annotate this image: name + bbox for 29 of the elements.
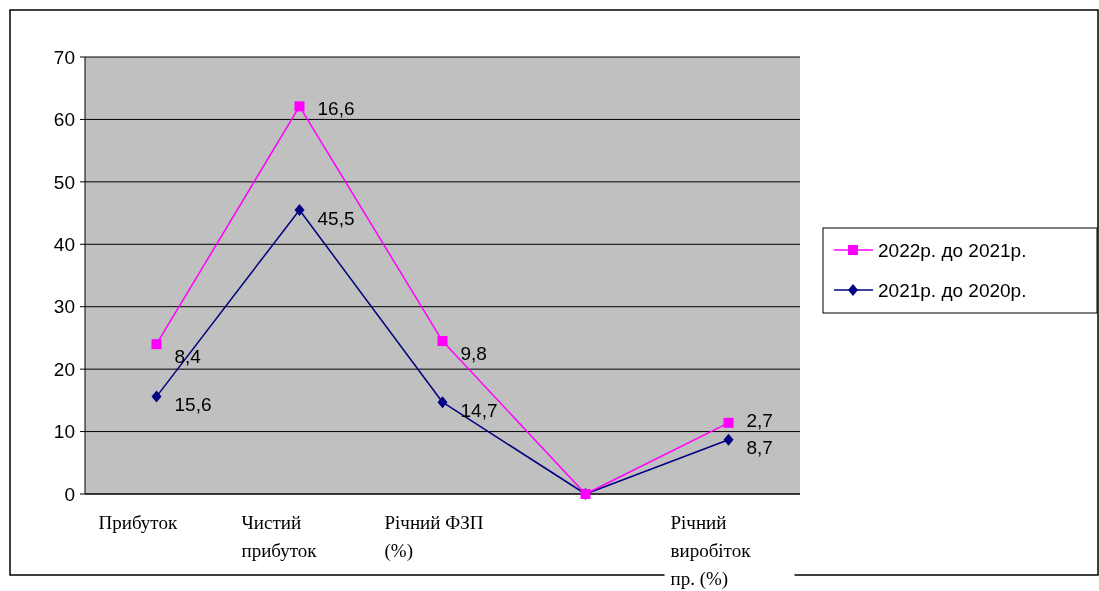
y-tick-label: 20 [53,358,75,380]
data-label: 14,7 [460,399,498,421]
annotation: 9,8 [460,342,487,364]
x-tick-label: Річний ФЗП (%) [384,512,484,562]
data-label: 15,6 [174,394,212,416]
legend-label: 2021р. до 2020р. [878,279,1027,301]
point [151,390,162,403]
x-tick-label: Прибуток [98,512,178,533]
point [294,101,305,112]
point [723,417,734,428]
y-tick-label: 60 [53,109,75,131]
y-tick-label: 70 [53,46,75,68]
annotation: 16,6 [317,97,355,119]
x-tick-label: Річний виробіток пр. (%) [670,512,752,590]
data-label: 45,5 [317,207,355,229]
y-tick-label: 50 [53,171,75,193]
point [437,336,448,347]
data-label: 8,7 [746,437,773,459]
y-tick-label: 30 [53,296,75,318]
point [294,203,305,216]
x-tick-label: Чистий прибуток [241,512,318,561]
annotation: 2,7 [746,410,773,432]
y-tick-label: 10 [53,421,75,443]
point [437,396,448,409]
legend-label: 2022р. до 2021р. [878,239,1027,261]
y-tick-label: 0 [64,483,75,505]
point [723,433,734,446]
point [151,339,162,350]
y-tick-label: 40 [53,233,75,255]
